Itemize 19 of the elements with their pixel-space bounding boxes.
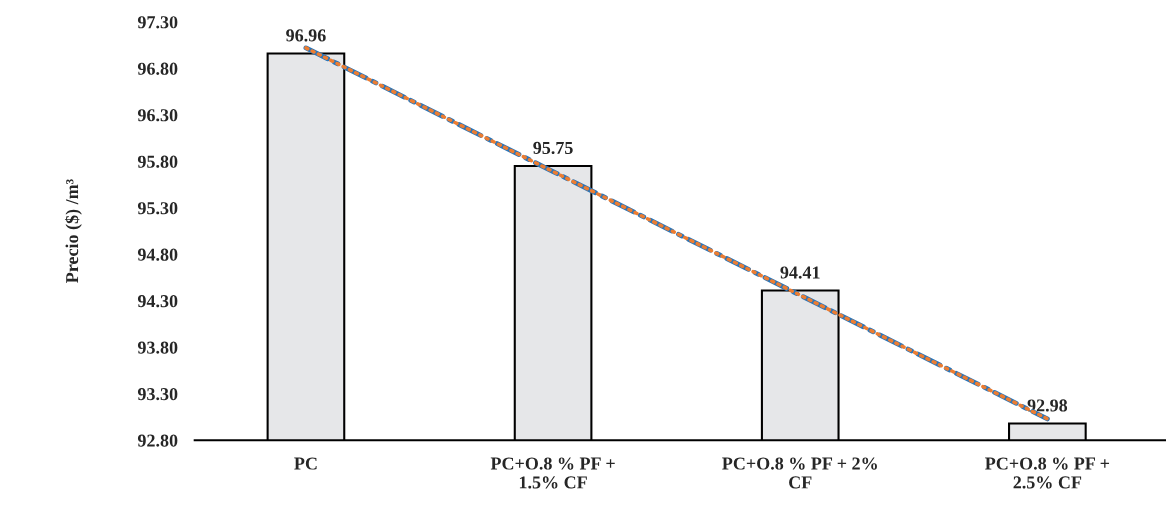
x-tick-label: PC+O.8 % PF + 1.5% CF (490, 457, 615, 489)
y-tick-label: 96.80 (137, 62, 178, 75)
y-tick-label: 92.80 (137, 434, 178, 447)
x-tick-label: PC+O.8 % PF + 2.5% CF (985, 457, 1110, 489)
y-tick-label: 94.80 (137, 248, 178, 261)
x-tick-label: PC+O.8 % PF + 2% CF (722, 457, 877, 489)
y-tick-label: 97.30 (137, 16, 178, 29)
y-axis-title: Precio ($) /m³ (64, 179, 82, 283)
y-tick-label: 95.30 (137, 202, 178, 215)
x-tick-label: PC (294, 457, 317, 470)
data-label: 96.96 (286, 29, 326, 42)
data-label: 94.41 (780, 266, 820, 279)
y-tick-label: 93.80 (137, 341, 178, 354)
y-tick-label: 93.30 (137, 388, 178, 401)
data-label: 92.98 (1027, 399, 1068, 412)
y-tick-label: 96.30 (137, 109, 178, 122)
data-label: 95.75 (533, 141, 573, 155)
y-tick-label: 95.80 (137, 155, 178, 168)
y-tick-label: 94.30 (137, 295, 178, 308)
